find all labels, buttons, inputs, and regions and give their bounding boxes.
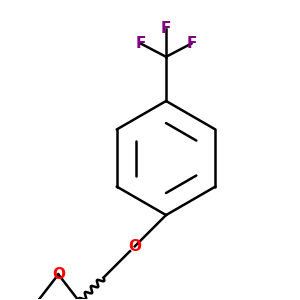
Text: O: O: [52, 267, 65, 282]
Text: O: O: [128, 239, 141, 254]
Text: F: F: [186, 36, 197, 51]
Text: F: F: [161, 21, 171, 36]
Text: F: F: [136, 36, 146, 51]
